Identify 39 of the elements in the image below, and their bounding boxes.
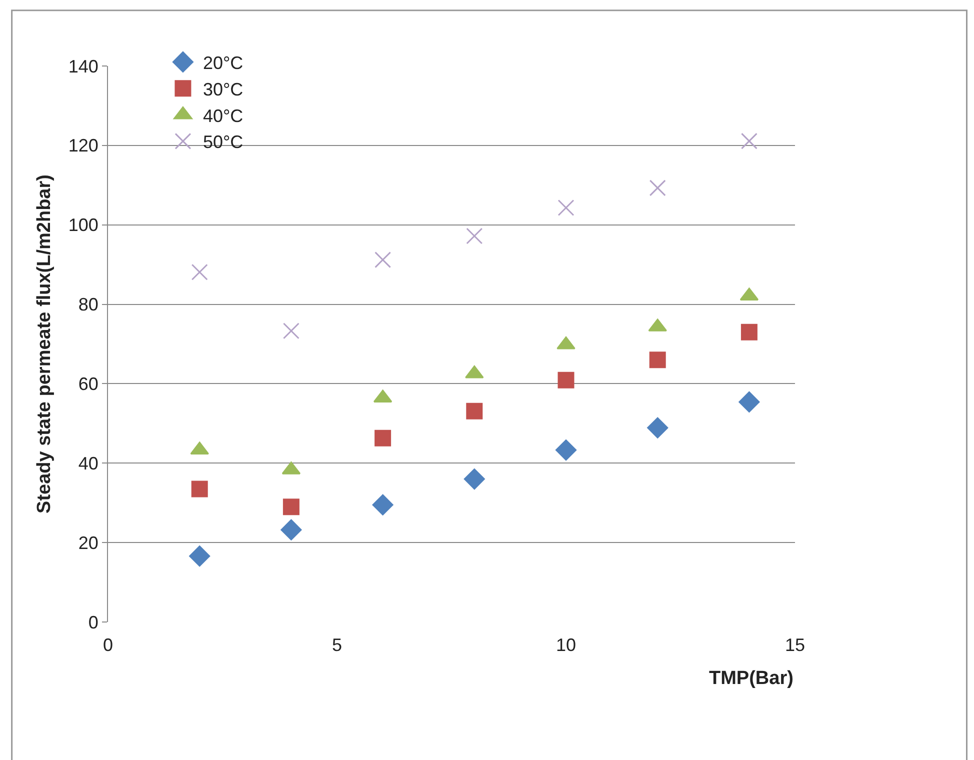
point xyxy=(558,200,574,216)
point xyxy=(740,132,758,150)
point xyxy=(191,480,208,498)
x-tick-label: 0 xyxy=(102,635,114,655)
point xyxy=(374,252,392,268)
y-tick-label: 40 xyxy=(78,453,98,474)
x-tick-label: 10 xyxy=(556,635,576,655)
point xyxy=(191,264,208,280)
y-tick-label: 120 xyxy=(68,136,98,156)
point xyxy=(740,324,758,340)
point xyxy=(649,352,666,368)
point xyxy=(647,417,668,438)
point xyxy=(464,468,485,490)
point xyxy=(738,391,760,412)
x-tick-label: 5 xyxy=(332,635,342,655)
point xyxy=(556,440,576,461)
x-axis-title: TMP(Bar) xyxy=(709,668,794,689)
point xyxy=(374,430,392,446)
y-tick-label: 60 xyxy=(78,374,98,394)
point xyxy=(282,498,300,516)
y-tick-label: 140 xyxy=(68,56,98,76)
point xyxy=(466,402,483,420)
y-tick-label: 0 xyxy=(88,612,98,632)
y-tick-label: 20 xyxy=(78,532,98,553)
y-axis-title: Steady state permeate flux(L/m2hbar) xyxy=(34,174,56,514)
legend-label: 50°C xyxy=(202,132,244,152)
legend-label: 30°C xyxy=(202,79,244,100)
legend-label: 20°C xyxy=(202,52,244,73)
point xyxy=(466,228,483,244)
point xyxy=(558,372,574,388)
legend-label: 40°C xyxy=(202,106,244,126)
point xyxy=(282,322,300,340)
point xyxy=(372,494,394,516)
y-tick-label: 80 xyxy=(78,294,98,315)
point xyxy=(649,180,666,196)
x-tick-label: 15 xyxy=(784,635,806,655)
point xyxy=(280,519,302,540)
y-tick-label: 100 xyxy=(68,215,98,236)
point xyxy=(189,546,210,567)
